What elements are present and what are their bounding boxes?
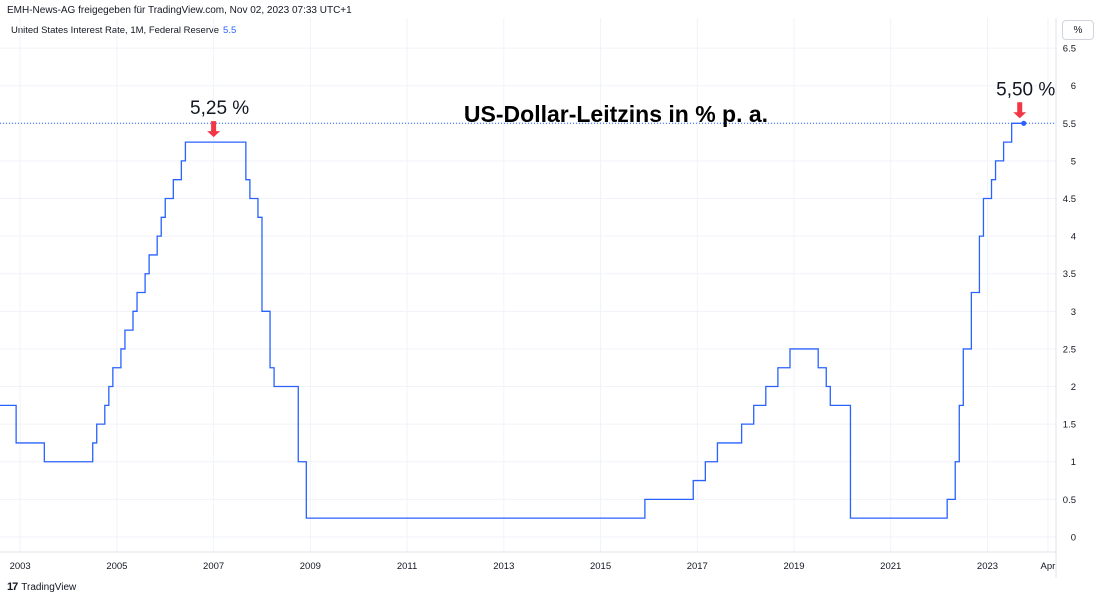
rate-annotation: 5,25 % <box>190 98 249 138</box>
y-tick-label: 3 <box>1071 307 1076 318</box>
x-tick-label: 2015 <box>590 561 611 572</box>
y-tick-label: 3.5 <box>1063 269 1076 280</box>
x-axis: 2003 2005 2007 2009 2011 2013 2015 2017 2019 2021… <box>10 561 1056 572</box>
x-tick-label: Apr <box>1041 561 1056 572</box>
y-tick-label: 2 <box>1071 382 1076 393</box>
tradingview-branding[interactable]: 17 TradingView <box>7 581 76 593</box>
y-tick-label: 4 <box>1071 232 1076 243</box>
chart-grid <box>0 18 1056 552</box>
x-tick-label: 2023 <box>977 561 998 572</box>
y-tick-label: 0 <box>1071 532 1076 543</box>
x-tick-label: 2017 <box>687 561 708 572</box>
x-tick-label: 2011 <box>397 561 417 572</box>
legend-label: United States Interest Rate, 1M, Federal… <box>11 25 220 36</box>
down-arrow-icon <box>207 121 221 138</box>
annotations: 5,25 % 5,50 % <box>190 79 1055 138</box>
rate-annotation: 5,50 % <box>996 79 1055 119</box>
brand-name: TradingView <box>21 581 77 593</box>
x-tick-label: 2007 <box>203 561 224 572</box>
y-tick-label: 0.5 <box>1063 495 1076 506</box>
y-axis: 0 0.5 1 1.5 2 2.5 3 3.5 4 4.5 5 5.5 6 6.5 <box>1063 44 1076 544</box>
tradingview-logo-icon: 17 <box>7 581 18 593</box>
series-legend[interactable]: United States Interest Rate, 1M, Federal… <box>11 25 236 36</box>
y-tick-label: 1 <box>1071 457 1076 468</box>
y-tick-label: 4.5 <box>1063 194 1076 205</box>
publisher-line: EMH-News-AG freigegeben für TradingView.… <box>7 5 352 16</box>
down-arrow-icon <box>1013 102 1027 119</box>
x-tick-label: 2021 <box>880 561 901 572</box>
y-tick-label: 6.5 <box>1063 44 1076 55</box>
y-tick-label: 2.5 <box>1063 344 1076 355</box>
y-tick-label: 5.5 <box>1063 119 1076 130</box>
chart-title: US-Dollar-Leitzins in % p. a. <box>464 101 768 127</box>
x-tick-label: 2003 <box>10 561 31 572</box>
y-tick-label: 6 <box>1071 81 1076 92</box>
rate-series-line <box>0 122 1024 519</box>
y-tick-label: 5 <box>1071 156 1076 167</box>
x-tick-label: 2005 <box>106 561 127 572</box>
x-tick-label: 2013 <box>493 561 514 572</box>
x-tick-label: 2019 <box>783 561 804 572</box>
y-tick-label: 1.5 <box>1063 420 1076 431</box>
x-tick-label: 2009 <box>300 561 321 572</box>
annotation-label: 5,50 % <box>996 79 1055 100</box>
annotation-label: 5,25 % <box>190 98 249 119</box>
last-value-point <box>1021 120 1027 126</box>
legend-value: 5.5 <box>223 25 237 36</box>
unit-button[interactable]: % <box>1062 20 1094 40</box>
